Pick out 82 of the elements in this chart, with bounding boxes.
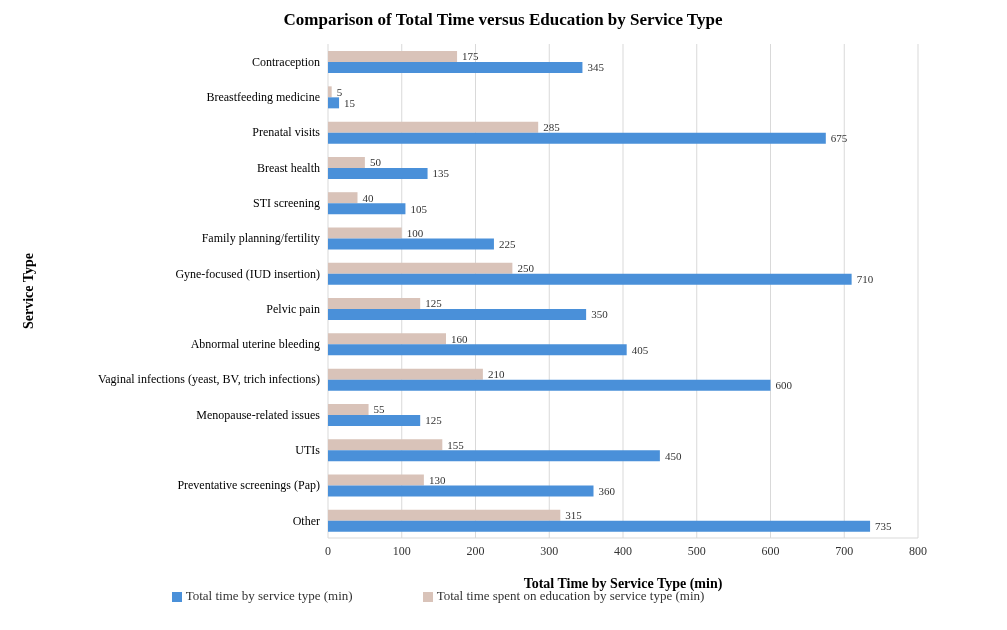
- x-tick-label: 600: [761, 543, 780, 558]
- chart-title: Comparison of Total Time versus Education by Service Type: [282, 10, 724, 30]
- data-label: 130: [428, 473, 446, 486]
- x-tick-label: 400: [614, 543, 632, 558]
- bar: [328, 227, 402, 239]
- bar: [328, 192, 358, 204]
- data-label: 675: [830, 132, 848, 145]
- y-tick-label: Vaginal infections (yeast, BV, trich infections): [97, 372, 320, 387]
- data-label: 100: [406, 226, 424, 239]
- data-label: 135: [432, 167, 450, 180]
- data-label: 105: [410, 202, 428, 215]
- y-tick-label: Family planning/fertility: [201, 231, 320, 246]
- x-tick-label: 300: [540, 543, 559, 558]
- y-tick-label: Menopause-related issues: [196, 407, 321, 422]
- data-label: 450: [664, 449, 682, 462]
- bar: [328, 474, 424, 486]
- y-tick-label: STI screening: [253, 196, 320, 211]
- bar: [328, 262, 513, 274]
- bar: [328, 51, 458, 63]
- y-tick-label: Breastfeeding medicine: [206, 90, 320, 105]
- data-label: 125: [425, 297, 443, 310]
- data-label: 55: [373, 403, 386, 416]
- x-tick-label: 200: [466, 543, 485, 558]
- data-label: 360: [598, 484, 616, 497]
- bar: [328, 86, 332, 98]
- bar: [328, 62, 583, 74]
- y-tick-label: Breast health: [257, 160, 320, 175]
- data-label: 600: [775, 379, 793, 392]
- data-label: 155: [447, 438, 465, 451]
- x-tick-label: 100: [392, 543, 411, 558]
- data-label: 405: [631, 343, 649, 356]
- x-tick-label: 0: [325, 543, 331, 558]
- bar: [328, 132, 826, 144]
- bar: [328, 485, 594, 497]
- bar: [328, 273, 852, 285]
- bar: [328, 97, 340, 109]
- data-label: 125: [425, 414, 443, 427]
- y-axis-title: Service Type: [20, 252, 36, 330]
- bar: [328, 333, 446, 345]
- data-label: 350: [591, 308, 609, 321]
- y-tick-label: Abnormal uterine bleeding: [190, 337, 320, 352]
- bar: [328, 403, 369, 415]
- data-label: 285: [543, 121, 561, 134]
- data-label: 735: [875, 520, 893, 533]
- y-tick-label: Gyne-focused (IUD insertion): [175, 266, 320, 281]
- data-label: 315: [565, 509, 583, 522]
- data-label: 345: [587, 61, 605, 74]
- x-tick-label: 700: [835, 543, 854, 558]
- data-label: 160: [451, 332, 468, 345]
- y-tick-label: UTIs: [295, 443, 321, 458]
- data-label: 210: [487, 368, 505, 381]
- data-label: 15: [344, 96, 356, 109]
- bar: [328, 509, 561, 521]
- bar: [328, 368, 483, 380]
- bar: [328, 298, 421, 310]
- bar: [328, 520, 871, 532]
- x-tick-label: 500: [687, 543, 706, 558]
- data-label: 250: [517, 262, 535, 275]
- bar: [328, 450, 660, 462]
- data-label: 710: [856, 273, 874, 286]
- data-label: 50: [369, 156, 382, 169]
- data-label: 225: [498, 237, 516, 250]
- data-label: 40: [362, 191, 374, 204]
- bar: [328, 344, 627, 356]
- y-tick-label: Other: [292, 513, 320, 528]
- y-tick-label: Pelvic pain: [266, 301, 320, 316]
- y-tick-label: Contraception: [252, 54, 320, 69]
- bar: [328, 414, 421, 426]
- y-tick-label: Preventative screenings (Pap): [177, 478, 320, 493]
- bar: [328, 309, 587, 321]
- legend-label: Total time by service type (min): [185, 588, 353, 603]
- y-tick-label: Prenatal visits: [252, 125, 321, 140]
- bar: [328, 156, 365, 168]
- bar: [328, 439, 443, 451]
- bar: [328, 121, 539, 133]
- bar: [328, 379, 771, 391]
- bar: [328, 203, 406, 215]
- data-label: 175: [462, 50, 480, 63]
- data-label: 5: [336, 85, 343, 98]
- bar: [328, 167, 428, 179]
- x-tick-label: 800: [909, 543, 927, 558]
- bar: [328, 238, 494, 250]
